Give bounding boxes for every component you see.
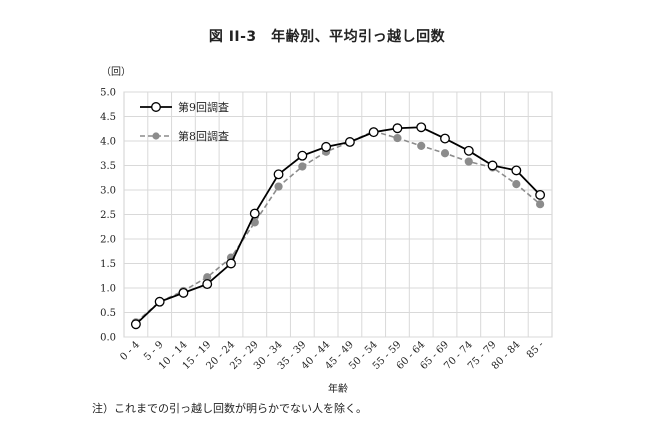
data-point-survey9: [249, 208, 260, 219]
chart-title: 図 II-3 年齢別、平均引っ越し回数: [208, 29, 446, 45]
data-point-survey9: [226, 258, 236, 269]
data-point-survey9: [344, 137, 355, 147]
data-point-survey9: [273, 169, 284, 180]
data-point-survey9: [487, 160, 498, 171]
y-tick-label: 4.0: [100, 137, 116, 148]
data-point-survey8: [393, 133, 402, 143]
data-point-survey9: [178, 287, 189, 298]
data-point-survey9: [202, 279, 213, 290]
y-tick-label: 4.5: [100, 112, 116, 123]
data-point-survey8: [536, 200, 545, 209]
y-tick-label: 3.5: [100, 161, 116, 172]
y-tick-label: 0.5: [100, 308, 116, 319]
data-point-survey8: [512, 180, 521, 189]
chart-note: 注）これまでの引っ越し回数が明らかでない人を除く。: [92, 402, 367, 415]
legend-label: 第8回調査: [178, 129, 229, 143]
x-axis-label: 年齢: [328, 382, 348, 395]
data-point-survey8: [298, 162, 307, 171]
data-point-survey9: [154, 296, 165, 307]
data-point-survey9: [130, 319, 141, 330]
data-point-survey9: [440, 133, 450, 144]
data-point-survey9: [321, 141, 332, 152]
data-point-survey9: [297, 150, 308, 161]
data-point-survey9: [416, 122, 427, 133]
y-tick-label: 1.5: [100, 259, 116, 270]
x-tick-label: 0 - 4: [118, 339, 142, 363]
y-tick-label: 0.0: [100, 333, 116, 344]
y-tick-label: 2.5: [100, 210, 116, 221]
y-axis-unit: （回）: [101, 66, 131, 78]
data-point-survey8: [464, 157, 473, 166]
data-point-survey8: [440, 149, 450, 158]
x-tick-label: 85 -: [525, 339, 546, 360]
y-tick-label: 3.0: [100, 186, 116, 197]
data-point-survey9: [392, 123, 403, 134]
legend-marker: [152, 132, 160, 140]
legend-label: 第9回調査: [178, 100, 229, 114]
data-point-survey9: [511, 165, 522, 176]
y-tick-label: 1.0: [100, 284, 116, 295]
data-point-survey9: [463, 145, 474, 156]
legend-marker: [151, 102, 161, 112]
data-point-survey8: [417, 141, 426, 150]
data-point-survey8: [274, 182, 283, 191]
y-tick-label: 5.0: [100, 88, 116, 99]
data-point-survey9: [535, 189, 546, 200]
y-tick-label: 2.0: [100, 235, 116, 246]
data-point-survey9: [368, 127, 379, 138]
